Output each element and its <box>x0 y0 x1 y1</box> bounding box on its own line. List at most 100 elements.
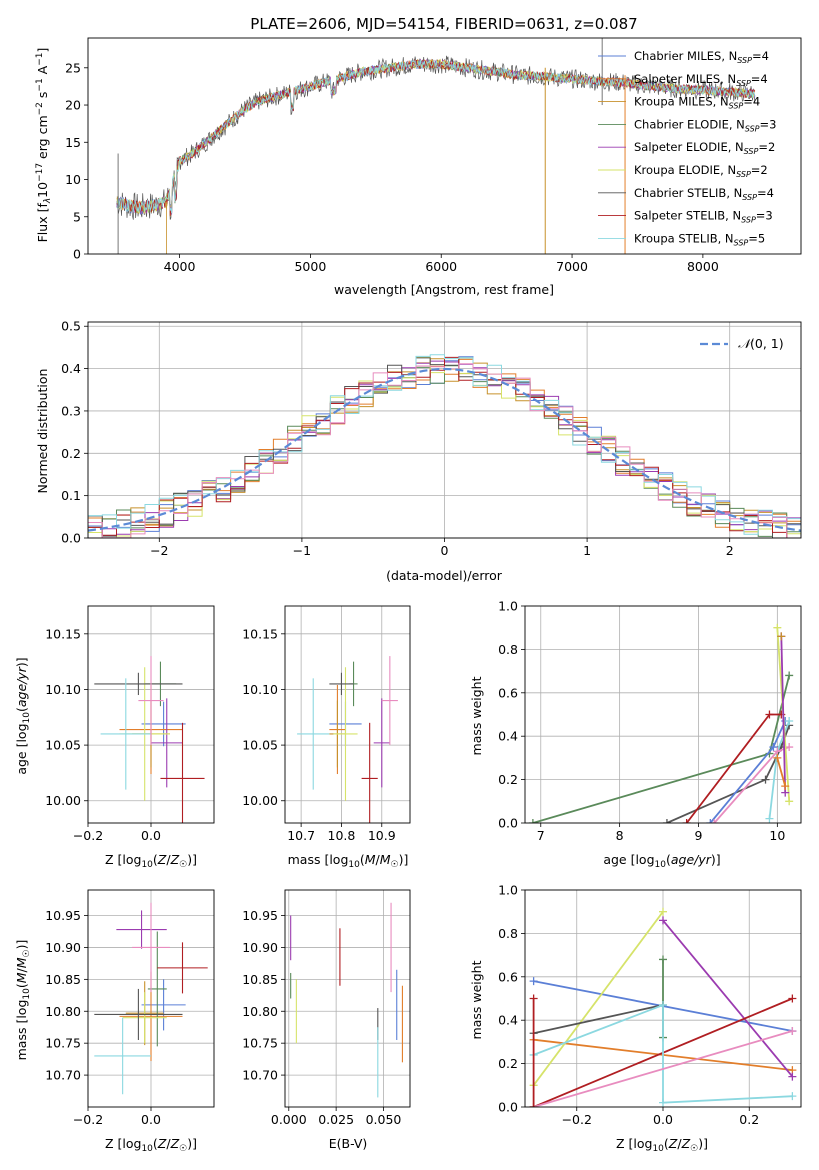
y-tick-label: 10.15 <box>242 626 278 641</box>
massZ-xlabel: Z [log10(Z/Z☉)] <box>105 1136 197 1154</box>
legend-label: Chabrier STELIB, NSSP=4 <box>634 186 774 202</box>
y-tick-label: 20 <box>65 98 81 113</box>
y-tick-label: 1.0 <box>498 883 518 898</box>
legend-label: Chabrier MILES, NSSP=4 <box>634 49 769 65</box>
normal-curve <box>87 367 802 532</box>
y-tick-label: 10.10 <box>45 682 81 697</box>
weight-marker <box>659 1001 667 1010</box>
weight-marker <box>781 782 790 791</box>
weight-marker <box>769 743 778 752</box>
ageZ-ylabel: age [log10(age/yr)] <box>14 657 32 774</box>
x-tick-label: 9 <box>695 828 703 843</box>
weight-marker <box>785 671 794 680</box>
y-tick-label: 10.85 <box>242 972 278 987</box>
weight-marker <box>682 819 691 823</box>
legend-label: 𝒩(0, 1) <box>738 336 784 351</box>
weight-marker <box>529 994 538 1003</box>
y-tick-label: 0.8 <box>498 926 518 941</box>
weight-marker <box>785 743 794 752</box>
x-tick-label: 7 <box>537 828 545 843</box>
mass-vs-metallicity-panel: −0.2 0.0 10.70 10.75 10.80 10.85 10.90 10.95 <box>45 889 215 1127</box>
y-tick-label: 0.1 <box>61 488 81 503</box>
axes-frame <box>87 321 802 539</box>
y-tick-label: 10.80 <box>45 1004 81 1019</box>
x-tick-label: 8 <box>616 828 624 843</box>
age-vs-metallicity-panel: −0.2 0.0 10.00 10.05 10.10 10.15 <box>45 605 215 843</box>
x-tick-label: 7000 <box>556 259 588 274</box>
y-tick-label: 0.4 <box>498 1013 518 1028</box>
weight-marker <box>659 907 667 916</box>
x-tick-label: 1 <box>583 543 591 558</box>
y-tick-label: 10.95 <box>242 908 278 923</box>
weight-marker <box>662 819 671 823</box>
legend-label: Salpeter STELIB, NSSP=3 <box>634 209 773 225</box>
x-tick-label: 4000 <box>164 259 196 274</box>
y-tick-label: 0.0 <box>498 1100 518 1115</box>
residuals-xlabel: (data-model)/error <box>386 568 503 583</box>
x-tick-label: 5000 <box>294 259 326 274</box>
x-tick-label: −0.2 <box>73 1112 103 1127</box>
wZ-xlabel: Z [log10(Z/Z☉)] <box>616 1136 708 1154</box>
weight-series-pink <box>533 1030 793 1107</box>
residuals-ylabel: Normed distribution <box>35 369 50 494</box>
y-tick-label: 10.00 <box>242 793 278 808</box>
y-tick-label: 10.70 <box>242 1068 278 1083</box>
weight-marker <box>765 814 774 823</box>
weight-marker <box>529 977 538 986</box>
x-tick-label: 0.0 <box>141 828 161 843</box>
y-tick-label: 10.80 <box>242 1004 278 1019</box>
y-tick-label: 10.05 <box>45 738 81 753</box>
y-tick-label: 10.75 <box>45 1036 81 1051</box>
legend-label: Salpeter MILES, NSSP=4 <box>634 72 768 88</box>
y-tick-label: 0 <box>73 247 81 262</box>
weight-marker <box>785 717 794 726</box>
x-tick-label: 8000 <box>687 259 719 274</box>
weight-series-salpeter_miles <box>776 757 787 787</box>
x-tick-label: 2 <box>726 543 734 558</box>
weight-series-kroupa_stelib <box>533 1003 793 1104</box>
wAge-ylabel: mass weight <box>469 676 484 755</box>
y-tick-label: 0.4 <box>498 729 518 744</box>
weight-series-chabrier_stelib <box>533 1004 664 1035</box>
x-tick-label: 6000 <box>425 259 457 274</box>
weight-marker <box>761 775 770 784</box>
y-tick-label: 10.95 <box>45 908 81 923</box>
weight-marker <box>528 819 537 823</box>
weight-marker <box>788 1072 797 1081</box>
y-tick-label: 10.90 <box>242 940 278 955</box>
y-tick-label: 10.85 <box>45 972 81 987</box>
y-tick-label: 0.0 <box>498 816 518 831</box>
legend-label: Kroupa ELODIE, NSSP=2 <box>634 163 768 179</box>
ageZ-xlabel: Z [log10(Z/Z☉)] <box>105 852 197 870</box>
axes-frame <box>87 37 802 255</box>
weight-vs-age-panel: 7 8 9 10 0.0 0.2 0.4 0.6 0.8 1.0 <box>498 599 802 843</box>
y-tick-label: 10 <box>65 172 81 187</box>
weight-marker <box>659 916 667 925</box>
axes-frame <box>524 889 802 1108</box>
legend-label: Kroupa STELIB, NSSP=5 <box>634 231 765 247</box>
y-tick-label: 10.05 <box>242 738 278 753</box>
axes-frame <box>524 605 802 824</box>
y-tick-label: 10.15 <box>45 626 81 641</box>
x-tick-label: 0.2 <box>739 1112 759 1127</box>
x-tick-label: 0.0 <box>141 1112 161 1127</box>
weight-series-kroupa_elodie <box>532 911 664 1086</box>
spectrum-xlabel: wavelength [Angstrom, rest frame] <box>334 282 554 297</box>
y-tick-label: 25 <box>65 60 81 75</box>
residuals-panel: −2 −1 0 1 2 0.0 0.1 0.2 0.3 0.4 0.5 𝒩(0, 1) <box>61 319 802 558</box>
age-vs-mass-panel: 10.7 10.8 10.9 10.00 10.05 10.10 10.15 <box>242 605 411 843</box>
x-tick-label: −1 <box>293 543 311 558</box>
weight-series-chabrier_elodie <box>532 675 791 823</box>
legend-label: Salpeter ELODIE, NSSP=2 <box>634 140 775 156</box>
x-tick-label: −0.2 <box>562 1112 592 1127</box>
x-tick-label: 0.000 <box>271 1112 307 1127</box>
massZ-ylabel: mass [log10(M/M☉)] <box>14 940 32 1061</box>
y-tick-label: 0.0 <box>61 531 81 546</box>
y-tick-label: 10.10 <box>242 682 278 697</box>
x-tick-label: 10.7 <box>287 828 315 843</box>
y-tick-label: 10.90 <box>45 940 81 955</box>
weight-marker <box>659 1098 667 1107</box>
ageM-xlabel: mass [log10(M/M☉)] <box>288 852 409 870</box>
x-tick-label: −0.2 <box>73 828 103 843</box>
